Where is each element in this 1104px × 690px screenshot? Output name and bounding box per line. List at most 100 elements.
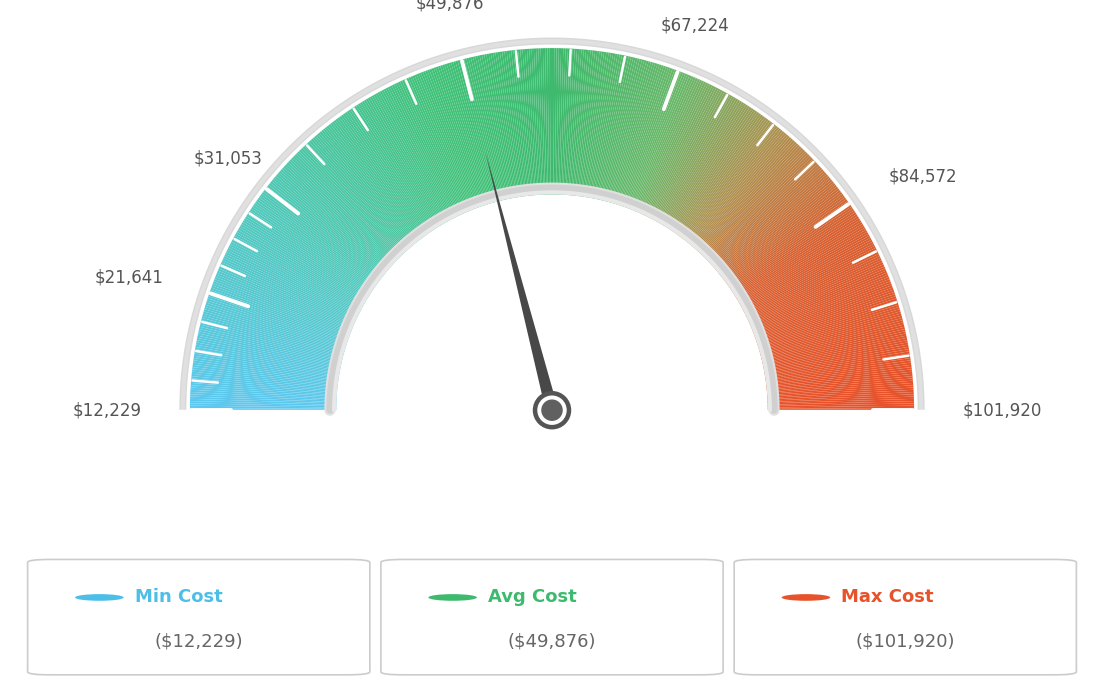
Wedge shape — [637, 78, 698, 213]
Circle shape — [75, 594, 124, 601]
Wedge shape — [383, 88, 453, 220]
Wedge shape — [318, 132, 414, 246]
Wedge shape — [649, 88, 719, 219]
Wedge shape — [256, 199, 378, 286]
Wedge shape — [191, 385, 338, 397]
Wedge shape — [191, 374, 338, 390]
Wedge shape — [193, 362, 339, 383]
Wedge shape — [505, 51, 526, 197]
Wedge shape — [286, 162, 395, 264]
Wedge shape — [253, 205, 375, 289]
Wedge shape — [276, 174, 389, 271]
Text: $84,572: $84,572 — [889, 167, 957, 185]
Text: $31,053: $31,053 — [193, 150, 263, 168]
Wedge shape — [720, 183, 836, 276]
Wedge shape — [686, 127, 779, 243]
Wedge shape — [765, 356, 911, 380]
Circle shape — [538, 395, 566, 425]
Wedge shape — [661, 99, 739, 226]
Wedge shape — [587, 53, 613, 198]
Wedge shape — [712, 169, 824, 268]
Wedge shape — [216, 273, 353, 330]
Wedge shape — [558, 48, 563, 195]
Wedge shape — [678, 117, 766, 237]
Wedge shape — [200, 322, 343, 359]
Wedge shape — [723, 190, 841, 281]
Wedge shape — [631, 74, 688, 211]
Wedge shape — [202, 313, 344, 354]
Wedge shape — [203, 309, 346, 351]
Wedge shape — [394, 83, 459, 217]
Wedge shape — [688, 130, 783, 244]
Wedge shape — [543, 48, 548, 195]
Wedge shape — [669, 107, 752, 231]
Wedge shape — [459, 59, 499, 202]
Wedge shape — [595, 55, 627, 200]
Wedge shape — [217, 270, 353, 328]
Wedge shape — [194, 353, 340, 378]
Wedge shape — [721, 186, 838, 279]
Wedge shape — [711, 168, 822, 267]
Wedge shape — [683, 124, 776, 241]
Wedge shape — [723, 192, 842, 282]
Wedge shape — [400, 81, 463, 215]
Wedge shape — [755, 290, 894, 340]
Wedge shape — [195, 344, 340, 373]
Wedge shape — [746, 256, 881, 320]
Wedge shape — [577, 50, 597, 197]
Wedge shape — [744, 246, 875, 314]
Wedge shape — [747, 260, 882, 322]
Wedge shape — [343, 113, 429, 235]
Wedge shape — [392, 84, 458, 217]
Wedge shape — [257, 197, 378, 285]
Wedge shape — [716, 177, 831, 273]
Wedge shape — [583, 52, 606, 197]
Wedge shape — [644, 83, 709, 216]
Wedge shape — [261, 194, 380, 283]
Wedge shape — [762, 327, 905, 362]
Wedge shape — [358, 104, 438, 228]
Wedge shape — [349, 110, 433, 233]
Wedge shape — [311, 139, 410, 250]
Wedge shape — [262, 192, 381, 282]
Wedge shape — [761, 322, 904, 359]
Wedge shape — [701, 149, 805, 256]
Wedge shape — [763, 342, 909, 371]
FancyBboxPatch shape — [734, 560, 1076, 675]
Wedge shape — [767, 408, 914, 410]
Wedge shape — [742, 241, 873, 311]
Wedge shape — [692, 136, 789, 248]
Wedge shape — [315, 136, 412, 248]
Wedge shape — [553, 48, 556, 195]
Wedge shape — [192, 367, 339, 386]
Wedge shape — [224, 254, 358, 319]
Wedge shape — [307, 141, 407, 252]
Wedge shape — [654, 90, 724, 221]
Wedge shape — [758, 307, 900, 351]
Text: $21,641: $21,641 — [95, 268, 163, 286]
Wedge shape — [302, 146, 405, 255]
Wedge shape — [682, 123, 774, 240]
Wedge shape — [622, 67, 670, 207]
Wedge shape — [247, 213, 372, 294]
Wedge shape — [673, 112, 760, 234]
Wedge shape — [764, 349, 910, 375]
Wedge shape — [615, 63, 659, 205]
Wedge shape — [434, 67, 482, 207]
Text: $101,920: $101,920 — [963, 401, 1041, 420]
Wedge shape — [205, 303, 347, 348]
Wedge shape — [509, 50, 528, 197]
Wedge shape — [368, 97, 444, 225]
Wedge shape — [594, 55, 625, 199]
Wedge shape — [743, 244, 874, 313]
Wedge shape — [598, 57, 634, 201]
Wedge shape — [404, 79, 466, 214]
Wedge shape — [211, 288, 350, 339]
Wedge shape — [764, 353, 910, 378]
Wedge shape — [560, 48, 567, 195]
Wedge shape — [516, 50, 532, 196]
Wedge shape — [689, 131, 785, 246]
Wedge shape — [475, 56, 508, 200]
Wedge shape — [254, 203, 375, 288]
Wedge shape — [190, 406, 337, 409]
